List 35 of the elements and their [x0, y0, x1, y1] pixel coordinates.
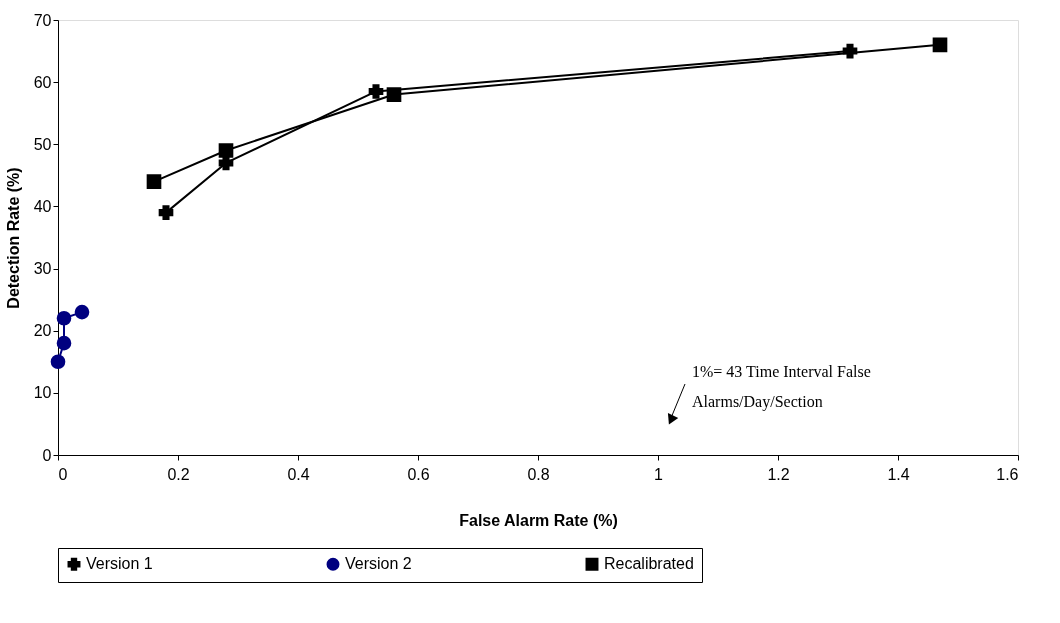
y-tick-label: 30 [33, 260, 52, 278]
y-tick-label: 50 [33, 135, 52, 153]
point [50, 354, 66, 370]
y-tick-label: 70 [33, 11, 52, 29]
legend-label: Recalibrated [604, 555, 694, 573]
point [842, 43, 858, 59]
point [368, 84, 384, 99]
x-tick-label: 1.4 [887, 465, 910, 483]
x-tick-label: 0.6 [407, 465, 430, 483]
y-tick-label: 0 [42, 446, 52, 464]
point [56, 335, 72, 351]
x-tick-label: 0 [58, 465, 68, 483]
legend-label: Version 1 [86, 555, 153, 573]
x-tick-label: 1.2 [767, 465, 790, 483]
y-tick-label: 20 [33, 322, 52, 340]
annotation: 1%= 43 Time Interval False Alarms/Day/Section [692, 363, 871, 411]
x-tick-label: 0.4 [287, 465, 310, 483]
x-tick-label: 0.2 [167, 465, 190, 483]
y-axis-title: Detection Rate (%) [4, 167, 22, 309]
point [74, 304, 90, 320]
x-tick-label: 0.8 [527, 465, 550, 483]
point [146, 174, 162, 189]
y-tick-label: 40 [33, 197, 52, 215]
x-tick-label: 1 [654, 465, 664, 483]
point [158, 205, 174, 220]
point [932, 37, 948, 53]
y-tick-label: 60 [33, 73, 52, 91]
point [218, 155, 234, 171]
legend-label: Version 2 [345, 555, 412, 573]
point [386, 87, 402, 102]
point [218, 143, 234, 158]
point [56, 310, 72, 326]
y-tick-label: 10 [33, 384, 52, 402]
x-axis-title: False Alarm Rate (%) [459, 511, 618, 529]
x-tick-label: 1.6 [996, 465, 1019, 483]
